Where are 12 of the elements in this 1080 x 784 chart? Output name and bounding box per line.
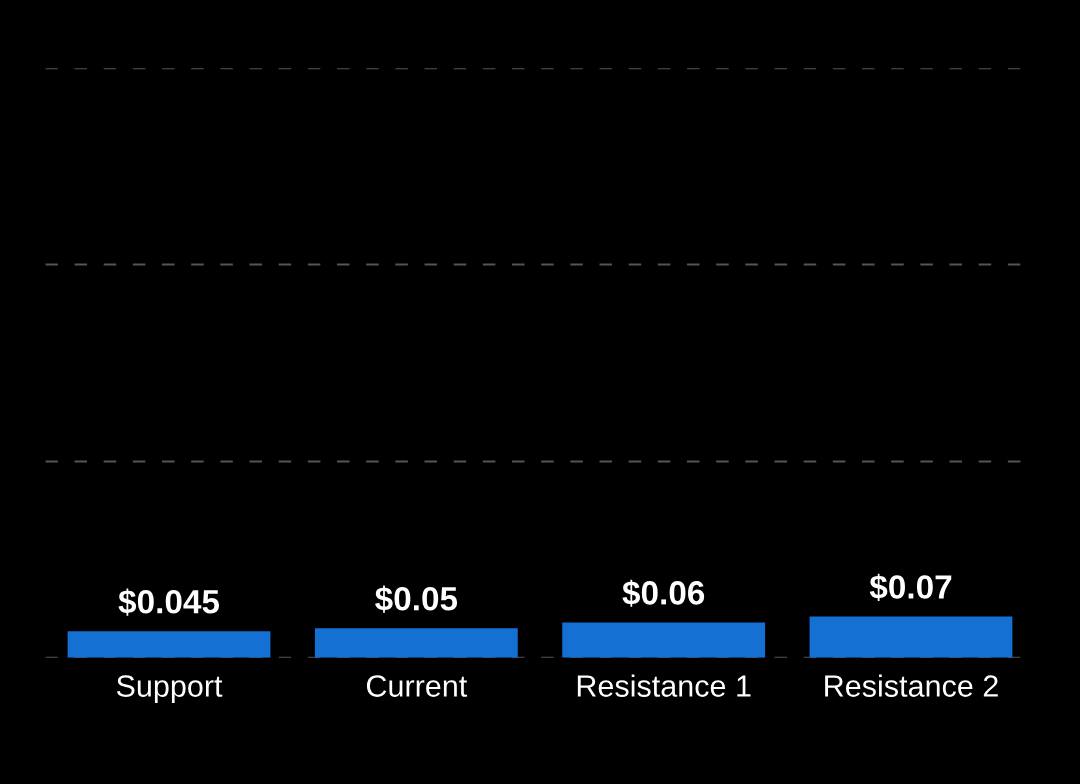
bar	[314, 628, 518, 658]
x-tick-label: Current	[366, 675, 468, 697]
data-label: $0.07	[869, 573, 952, 601]
x-tick-label: Resistance 2	[825, 674, 998, 697]
bar	[67, 631, 271, 658]
bar	[809, 616, 1013, 658]
bar	[562, 622, 766, 658]
x-tick-label: Resistance 1	[577, 674, 751, 697]
data-label: $0.045	[118, 588, 220, 616]
x-tick-label: Support	[116, 675, 223, 703]
data-label: $0.05	[375, 585, 458, 613]
data-label: $0.06	[622, 579, 705, 607]
